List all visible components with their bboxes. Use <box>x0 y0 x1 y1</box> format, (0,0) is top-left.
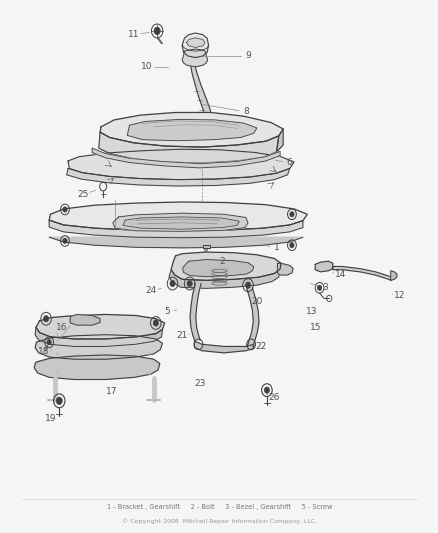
Polygon shape <box>194 341 253 353</box>
Circle shape <box>289 212 293 217</box>
Polygon shape <box>123 217 239 229</box>
Polygon shape <box>113 213 247 231</box>
Circle shape <box>317 285 321 290</box>
Polygon shape <box>182 33 208 58</box>
Text: 8: 8 <box>242 108 248 116</box>
Text: 19: 19 <box>45 414 56 423</box>
Polygon shape <box>49 220 302 238</box>
Circle shape <box>153 320 158 326</box>
Text: 9: 9 <box>244 52 251 60</box>
Polygon shape <box>332 266 391 280</box>
Circle shape <box>63 207 67 212</box>
Polygon shape <box>182 260 253 277</box>
Polygon shape <box>390 271 396 280</box>
Polygon shape <box>49 202 307 231</box>
Polygon shape <box>246 288 258 346</box>
Circle shape <box>63 238 67 244</box>
Polygon shape <box>99 132 278 163</box>
Text: 15: 15 <box>310 324 321 332</box>
Polygon shape <box>190 284 201 340</box>
Polygon shape <box>100 112 283 147</box>
Text: 13: 13 <box>305 308 317 316</box>
Polygon shape <box>67 168 289 186</box>
Circle shape <box>289 243 293 248</box>
Circle shape <box>264 387 269 393</box>
Text: 6: 6 <box>286 158 292 167</box>
Text: 3: 3 <box>321 284 327 292</box>
Text: 14: 14 <box>334 270 345 279</box>
Circle shape <box>47 340 51 345</box>
Polygon shape <box>35 327 162 346</box>
Polygon shape <box>92 148 279 168</box>
Polygon shape <box>35 335 162 359</box>
Polygon shape <box>127 119 256 141</box>
Polygon shape <box>49 237 302 248</box>
Polygon shape <box>182 49 207 67</box>
Text: 21: 21 <box>176 332 187 340</box>
Text: 2: 2 <box>219 257 224 265</box>
Text: © Copyright 2008  Mitchell Repair Information Company, LLC.: © Copyright 2008 Mitchell Repair Informa… <box>122 518 316 523</box>
Text: 10: 10 <box>141 62 152 71</box>
Polygon shape <box>314 261 332 272</box>
Text: 1: 1 <box>273 244 279 252</box>
Polygon shape <box>277 263 293 275</box>
Polygon shape <box>186 38 205 47</box>
Polygon shape <box>34 355 159 379</box>
Polygon shape <box>202 245 209 248</box>
Polygon shape <box>68 149 293 180</box>
Text: 12: 12 <box>393 292 404 300</box>
Text: 23: 23 <box>194 379 205 388</box>
Text: 1 - Bracket , Gearshift     2 - Bolt     3 - Bezel , Gearshift     5 - Screw: 1 - Bracket , Gearshift 2 - Bolt 3 - Bez… <box>106 504 332 511</box>
Polygon shape <box>36 314 164 339</box>
Text: 26: 26 <box>268 393 279 401</box>
Text: 25: 25 <box>78 190 89 199</box>
Text: 16: 16 <box>56 324 67 332</box>
Polygon shape <box>169 269 279 288</box>
Circle shape <box>56 397 62 405</box>
Circle shape <box>43 316 49 322</box>
Circle shape <box>154 27 160 35</box>
Text: 17: 17 <box>106 387 117 396</box>
Text: 11: 11 <box>128 30 139 39</box>
Text: 24: 24 <box>145 286 157 295</box>
Circle shape <box>187 280 192 287</box>
Text: 18: 18 <box>38 348 49 356</box>
Polygon shape <box>70 314 100 325</box>
Circle shape <box>170 280 175 287</box>
Text: 22: 22 <box>255 342 266 351</box>
Polygon shape <box>276 129 283 152</box>
Polygon shape <box>191 67 212 129</box>
Text: 20: 20 <box>251 297 262 305</box>
Circle shape <box>245 282 250 288</box>
Text: 5: 5 <box>163 308 170 316</box>
Polygon shape <box>171 252 280 280</box>
